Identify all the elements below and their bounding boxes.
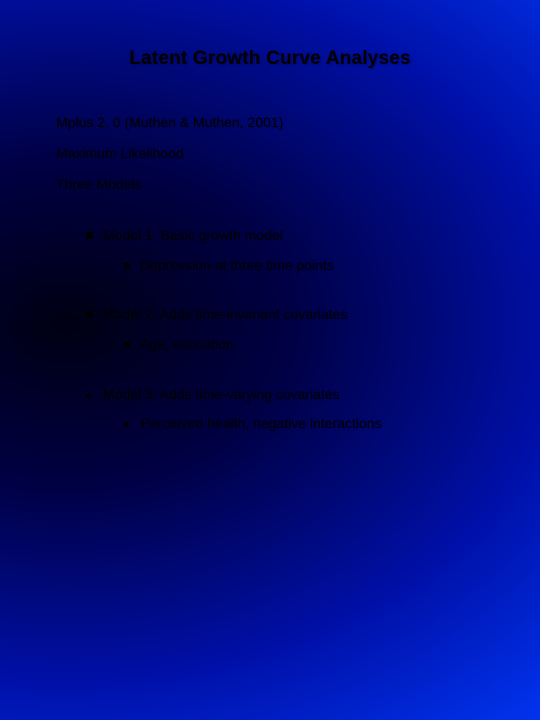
square-bullet-icon — [86, 311, 93, 318]
model-3-sub: Perceived health, negative interactions — [124, 413, 484, 435]
model-2-group: Model 2: Adds time-invariant covariates … — [56, 304, 484, 355]
model-2-heading: Model 2: Adds time-invariant covariates — [86, 304, 484, 326]
intro-line-2: Maximum Likelihood — [56, 143, 484, 164]
model-3-group: Model 3: Adds time-varying covariates Pe… — [56, 384, 484, 435]
model-2-sub-text: Age, education — [140, 334, 233, 356]
slide-title: Latent Growth Curve Analyses — [56, 48, 484, 70]
model-3-sub-text: Perceived health, negative interactions — [141, 413, 381, 435]
model-1-sub: Depression at three time points — [124, 255, 484, 277]
square-bullet-icon — [86, 232, 93, 239]
round-bullet-icon — [86, 393, 91, 398]
model-2-heading-text: Model 2: Adds time-invariant covariates — [103, 304, 347, 326]
model-3-heading-text: Model 3: Adds time-varying covariates — [103, 384, 340, 406]
model-1-sub-text: Depression at three time points — [140, 255, 334, 277]
square-bullet-icon — [124, 263, 130, 269]
model-1-heading: Model 1: Basic growth model — [86, 225, 484, 247]
model-3-heading: Model 3: Adds time-varying covariates — [86, 384, 484, 406]
model-2-sub: Age, education — [124, 334, 484, 356]
square-bullet-icon — [124, 342, 130, 348]
round-bullet-icon — [124, 422, 129, 427]
intro-line-3: Three Models — [56, 174, 484, 195]
model-1-group: Model 1: Basic growth model Depression a… — [56, 225, 484, 276]
model-1-heading-text: Model 1: Basic growth model — [103, 225, 283, 247]
intro-line-1: Mplus 2. 0 (Muthen & Muthen, 2001) — [56, 112, 484, 133]
slide-container: Latent Growth Curve Analyses Mplus 2. 0 … — [0, 0, 540, 435]
